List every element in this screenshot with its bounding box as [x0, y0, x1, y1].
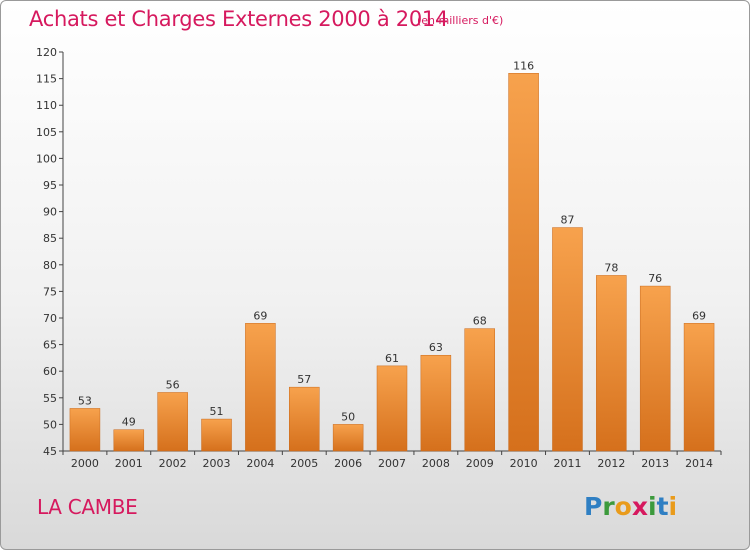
y-tick-label: 55 [43, 392, 57, 405]
data-label-2013: 76 [648, 272, 662, 285]
data-label-2009: 68 [473, 315, 487, 328]
y-tick-label: 65 [43, 339, 57, 352]
bars [69, 73, 715, 452]
y-tick-label: 75 [43, 285, 57, 298]
bar-2007 [376, 365, 408, 452]
y-tick-label: 50 [43, 418, 57, 431]
x-tick-label: 2001 [115, 457, 143, 470]
bar-2010 [508, 73, 539, 452]
data-label-2000: 53 [78, 394, 92, 407]
x-tick-label: 2004 [246, 457, 274, 470]
logo-letter: t [656, 492, 669, 521]
x-tick-label: 2013 [641, 457, 669, 470]
data-label-2014: 69 [692, 309, 706, 322]
x-tick-label: 2012 [597, 457, 625, 470]
y-tick-label: 120 [36, 46, 57, 59]
y-tick-label: 45 [43, 445, 57, 458]
bar-2004 [245, 323, 276, 452]
x-tick-label: 2000 [71, 457, 99, 470]
bar-2003 [201, 418, 232, 452]
y-tick-label: 100 [36, 152, 57, 165]
logo-letter: P [584, 492, 603, 521]
x-tick-label: 2005 [290, 457, 318, 470]
data-label-2010: 116 [513, 59, 534, 72]
bar-2012 [596, 275, 627, 452]
proxiti-logo: Proxiti [584, 492, 677, 521]
data-label-2002: 56 [166, 378, 180, 391]
data-label-2003: 51 [210, 405, 224, 418]
data-label-2008: 63 [429, 341, 443, 354]
y-tick-label: 110 [36, 99, 57, 112]
data-label-2007: 61 [385, 352, 399, 365]
y-tick-label: 115 [36, 73, 57, 86]
bar-2001 [113, 429, 145, 452]
x-tick-label: 2006 [334, 457, 362, 470]
bar-2002 [157, 392, 188, 452]
y-tick-label: 90 [43, 206, 57, 219]
y-tick-label: 60 [43, 365, 57, 378]
bar-2006 [332, 424, 364, 452]
data-label-2006: 50 [341, 410, 355, 423]
logo-letter: i [648, 492, 657, 521]
bar-2011 [552, 227, 583, 452]
bar-2005 [289, 386, 320, 452]
y-tick-label: 70 [43, 312, 57, 325]
x-tick-label: 2009 [466, 457, 494, 470]
data-label-2005: 57 [297, 373, 311, 386]
data-labels: 53 49 56 51 69 57 50 61 63 68 116 87 78 76 69 [78, 59, 706, 428]
bar-2014 [683, 323, 715, 452]
x-tick-label: 2010 [510, 457, 538, 470]
data-label-2004: 69 [253, 309, 267, 322]
bar-2009 [464, 328, 495, 452]
data-label-2012: 78 [604, 261, 618, 274]
y-tick-label: 105 [36, 126, 57, 139]
axes: 45 50 55 60 65 70 75 80 85 90 95 100 105 110 115 120 200… [36, 46, 722, 470]
y-tick-label: 80 [43, 259, 57, 272]
logo-letter: x [631, 492, 648, 521]
x-tick-label: 2007 [378, 457, 406, 470]
y-tick-label: 95 [43, 179, 57, 192]
x-tick-label: 2008 [422, 457, 450, 470]
x-tick-label: 2002 [159, 457, 187, 470]
x-tick-label: 2011 [553, 457, 581, 470]
logo-letter: o [614, 492, 632, 521]
chart-title: Achats et Charges Externes 2000 à 2014 [29, 7, 449, 31]
data-label-2001: 49 [122, 416, 136, 429]
logo-letter: i [668, 492, 678, 521]
commune-name: LA CAMBE [37, 495, 138, 519]
bar-2000 [69, 408, 101, 452]
x-tick-label: 2003 [203, 457, 231, 470]
x-tick-label: 2014 [685, 457, 713, 470]
chart-subtitle: (en milliers d'€) [417, 14, 504, 27]
logo-letter: r [602, 492, 615, 521]
bar-2008 [420, 354, 452, 452]
data-label-2011: 87 [560, 214, 574, 227]
y-tick-label: 85 [43, 232, 57, 245]
bar-2013 [639, 285, 671, 452]
